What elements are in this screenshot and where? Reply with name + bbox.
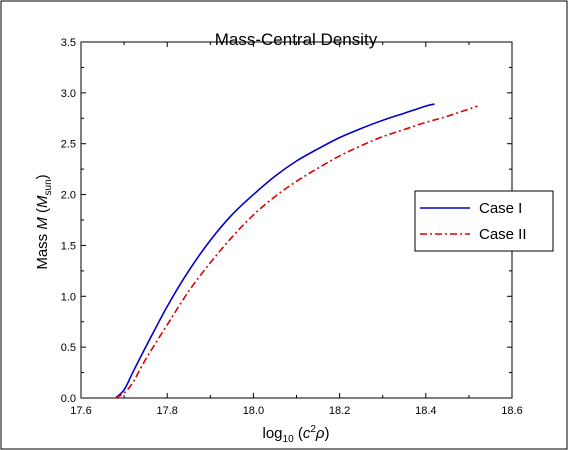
x-tick-label: 17.8 — [156, 405, 177, 417]
x-axis-title-close: ) — [324, 425, 329, 442]
legend-box — [414, 190, 554, 252]
series-line-2 — [115, 105, 478, 399]
series-layer — [114, 103, 478, 399]
x-tick-label: 17.6 — [70, 405, 91, 417]
y-tick-label: 0.0 — [61, 393, 76, 405]
y-tick-label: 0.5 — [61, 342, 76, 354]
chart-title: Mass-Central Density — [215, 30, 378, 49]
y-axis-title-prefix: Mass — [34, 230, 51, 270]
x-axis-title: log10 (c2ρ) — [263, 424, 330, 445]
x-axis-title-c: c — [303, 425, 311, 442]
y-tick-label: 3.5 — [61, 37, 76, 49]
y-tick-label: 3.0 — [61, 88, 76, 100]
y-tick-label: 2.0 — [61, 190, 76, 202]
y-axis-title: Mass M (Msun) — [34, 174, 54, 269]
y-axis-title-m: M — [34, 217, 51, 230]
y-axis-title-m2: M — [34, 195, 51, 208]
y-tick-label: 1.5 — [61, 240, 76, 252]
x-tick-label: 18.4 — [415, 405, 436, 417]
x-tick-label: 18.2 — [329, 405, 350, 417]
x-axis-title-rho: ρ — [315, 425, 325, 442]
y-tick-label: 1.0 — [61, 291, 76, 303]
x-tick-label: 18.6 — [501, 405, 522, 417]
legend-label-case-1: Case I — [479, 200, 522, 217]
y-axis-title-close: ) — [34, 174, 51, 179]
legend-label-case-2: Case II — [479, 226, 527, 243]
y-tick-label: 2.5 — [61, 139, 76, 151]
x-tick-label: 18.0 — [243, 405, 264, 417]
x-axis-title-superscript: 2 — [310, 424, 316, 435]
y-axis-title-subscript: sun — [43, 179, 54, 195]
x-axis-title-prefix: log — [263, 425, 283, 442]
series-line-1 — [114, 103, 435, 399]
legend: Case I Case II — [414, 190, 554, 252]
x-axis-title-subscript: 10 — [283, 434, 295, 445]
y-axis-title-open: ( — [34, 208, 51, 217]
x-axis-title-open: ( — [294, 425, 303, 442]
axes-layer: 17.6 17.8 18.0 18.2 18.4 18.6 0.0 0.5 1.0 1.5 2.0 2… — [61, 37, 523, 417]
